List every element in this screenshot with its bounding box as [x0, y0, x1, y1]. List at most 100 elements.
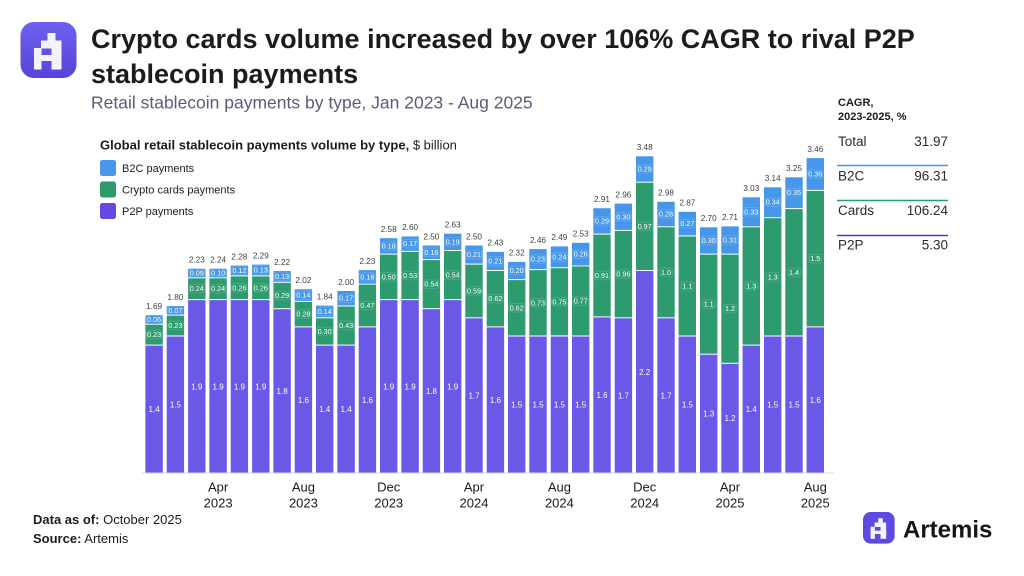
- svg-text:1.8: 1.8: [426, 387, 438, 396]
- svg-text:0.96: 0.96: [616, 270, 630, 279]
- svg-text:1.9: 1.9: [234, 382, 246, 391]
- svg-text:1.5: 1.5: [810, 254, 820, 263]
- svg-text:0.54: 0.54: [424, 280, 438, 289]
- svg-text:0.17: 0.17: [339, 294, 353, 303]
- svg-text:0.26: 0.26: [232, 283, 246, 292]
- svg-text:31.97: 31.97: [914, 134, 948, 149]
- svg-text:5.30: 5.30: [922, 238, 948, 253]
- svg-text:2.63: 2.63: [445, 221, 461, 230]
- svg-text:Apr: Apr: [208, 480, 229, 495]
- svg-text:1.1: 1.1: [704, 300, 714, 309]
- svg-text:2.00: 2.00: [338, 278, 354, 287]
- svg-text:1.69: 1.69: [146, 302, 162, 311]
- svg-text:2023: 2023: [374, 496, 403, 511]
- svg-text:3.46: 3.46: [807, 145, 823, 154]
- svg-text:0.26: 0.26: [574, 250, 588, 259]
- svg-text:Source: Artemis: Source: Artemis: [33, 531, 129, 546]
- svg-text:0.23: 0.23: [147, 330, 161, 339]
- svg-text:2.32: 2.32: [509, 249, 525, 258]
- svg-text:Crypto cards volume increased: Crypto cards volume increased by over 10…: [91, 24, 915, 54]
- svg-text:0.43: 0.43: [339, 321, 353, 330]
- svg-text:CAGR,: CAGR,: [838, 97, 873, 109]
- svg-text:0.21: 0.21: [488, 256, 502, 265]
- svg-text:1.4: 1.4: [149, 405, 161, 414]
- svg-text:0.14: 0.14: [318, 307, 332, 316]
- svg-text:0.26: 0.26: [254, 283, 268, 292]
- svg-text:2.60: 2.60: [402, 223, 418, 232]
- svg-text:Apr: Apr: [720, 480, 741, 495]
- svg-text:1.3: 1.3: [703, 410, 715, 419]
- svg-text:0.73: 0.73: [531, 298, 545, 307]
- svg-text:0.47: 0.47: [360, 301, 374, 310]
- svg-text:0.06: 0.06: [147, 315, 161, 324]
- svg-text:B2C: B2C: [838, 169, 865, 184]
- svg-text:1.0: 1.0: [661, 268, 671, 277]
- svg-text:Aug: Aug: [548, 480, 571, 495]
- svg-text:2.02: 2.02: [295, 276, 311, 285]
- svg-text:0.30: 0.30: [318, 327, 332, 336]
- svg-text:1.9: 1.9: [383, 382, 395, 391]
- svg-text:Global retail stablecoin payme: Global retail stablecoin payments volume…: [100, 138, 457, 153]
- svg-text:1.84: 1.84: [317, 292, 333, 301]
- svg-text:0.24: 0.24: [190, 284, 204, 293]
- svg-text:Aug: Aug: [292, 480, 315, 495]
- svg-text:0.23: 0.23: [168, 321, 182, 330]
- svg-text:1.6: 1.6: [810, 396, 822, 405]
- svg-text:0.16: 0.16: [360, 272, 374, 281]
- svg-text:2.49: 2.49: [551, 233, 567, 242]
- svg-text:Apr: Apr: [464, 480, 485, 495]
- svg-text:1.6: 1.6: [596, 391, 608, 400]
- svg-text:1.6: 1.6: [490, 396, 502, 405]
- svg-text:P2P: P2P: [838, 238, 864, 253]
- svg-text:2.23: 2.23: [189, 256, 205, 265]
- svg-text:1.5: 1.5: [682, 401, 694, 410]
- svg-text:1.3: 1.3: [768, 272, 778, 281]
- svg-text:1.5: 1.5: [532, 401, 544, 410]
- svg-text:1.1: 1.1: [682, 281, 692, 290]
- svg-text:0.54: 0.54: [446, 271, 460, 280]
- svg-text:Aug: Aug: [804, 480, 827, 495]
- svg-text:0.91: 0.91: [595, 271, 609, 280]
- svg-text:Total: Total: [838, 134, 867, 149]
- svg-text:2024: 2024: [630, 496, 659, 511]
- svg-text:3.14: 3.14: [765, 174, 781, 183]
- svg-text:0.12: 0.12: [232, 266, 246, 275]
- svg-text:B2C payments: B2C payments: [122, 163, 195, 175]
- svg-text:1.7: 1.7: [468, 391, 480, 400]
- svg-text:1.4: 1.4: [319, 405, 331, 414]
- svg-text:1.4: 1.4: [746, 405, 758, 414]
- svg-text:0.75: 0.75: [552, 297, 566, 306]
- svg-text:0.33: 0.33: [744, 207, 758, 216]
- svg-text:2023: 2023: [289, 496, 318, 511]
- svg-text:2024: 2024: [545, 496, 574, 511]
- svg-text:106.24: 106.24: [907, 203, 949, 218]
- svg-text:0.24: 0.24: [552, 252, 566, 261]
- svg-text:0.28: 0.28: [659, 210, 673, 219]
- svg-text:2023-2025, %: 2023-2025, %: [838, 111, 907, 123]
- svg-text:0.07: 0.07: [168, 306, 182, 315]
- svg-text:0.36: 0.36: [808, 170, 822, 179]
- svg-text:1.2: 1.2: [724, 414, 736, 423]
- svg-text:1.3: 1.3: [746, 281, 756, 290]
- svg-text:1.2: 1.2: [725, 304, 735, 313]
- svg-text:0.30: 0.30: [702, 236, 716, 245]
- svg-text:0.53: 0.53: [403, 271, 417, 280]
- svg-text:Dec: Dec: [633, 480, 657, 495]
- svg-text:2.29: 2.29: [253, 251, 269, 260]
- svg-text:1.5: 1.5: [170, 401, 182, 410]
- svg-text:0.59: 0.59: [467, 287, 481, 296]
- svg-text:0.17: 0.17: [403, 239, 417, 248]
- svg-text:1.9: 1.9: [447, 382, 459, 391]
- svg-text:0.29: 0.29: [275, 291, 289, 300]
- svg-text:1.9: 1.9: [255, 382, 267, 391]
- svg-text:3.03: 3.03: [743, 184, 759, 193]
- svg-text:1.9: 1.9: [405, 382, 417, 391]
- svg-text:0.50: 0.50: [382, 272, 396, 281]
- svg-text:2.2: 2.2: [639, 368, 651, 377]
- svg-text:0.27: 0.27: [680, 219, 694, 228]
- svg-text:2023: 2023: [204, 496, 233, 511]
- svg-text:0.30: 0.30: [616, 212, 630, 221]
- svg-text:2.58: 2.58: [381, 225, 397, 234]
- svg-text:2.50: 2.50: [466, 232, 482, 241]
- svg-text:2.96: 2.96: [615, 190, 631, 199]
